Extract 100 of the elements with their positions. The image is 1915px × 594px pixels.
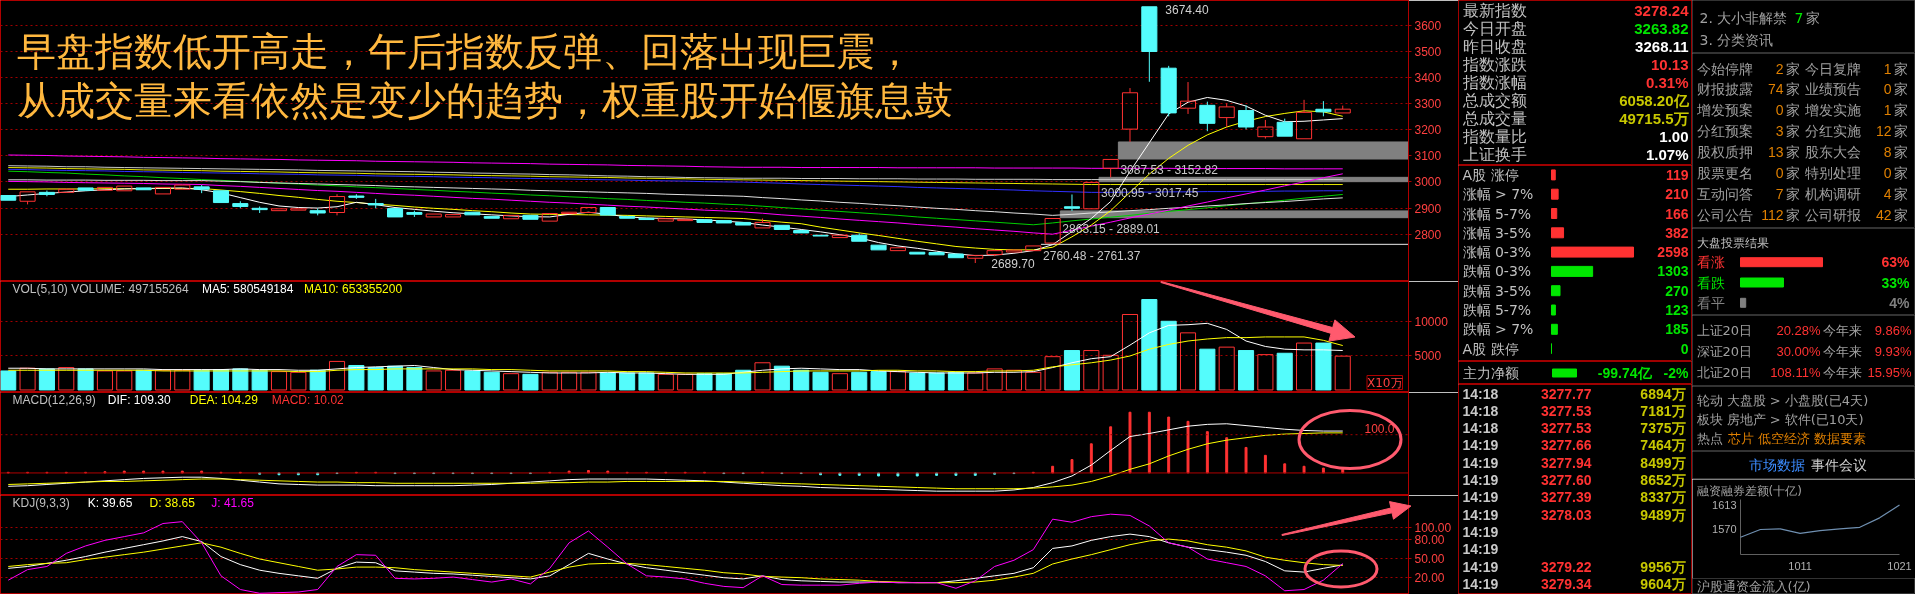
text: 家 <box>1893 81 1908 98</box>
text: 13 <box>1767 144 1784 161</box>
y-tick-label: 50.00 <box>1414 551 1445 566</box>
y-tick-label: 主力净额 <box>1462 365 1519 381</box>
text: 家 <box>1785 165 1800 181</box>
y-tick-label: 涨幅 0-3% <box>1462 244 1532 261</box>
y-tick-label: 20.00 <box>1414 570 1445 585</box>
text: 总成交量 <box>1461 109 1527 128</box>
text: 公司公告 <box>1696 206 1753 223</box>
y-tick-label: 80.00 <box>1414 533 1445 548</box>
text: 14:19 <box>1462 558 1499 575</box>
text: 机构调研 <box>1804 185 1861 202</box>
text: 14:18 <box>1462 402 1499 419</box>
y-tick-label: 3400 <box>1414 70 1442 85</box>
text: 家 <box>1893 165 1908 181</box>
text: 0 <box>1883 81 1892 98</box>
text: 股票更名 <box>1696 165 1753 181</box>
text: 8499万 <box>1640 454 1686 471</box>
text: 家 <box>1893 185 1908 202</box>
y-tick-label: 3000 <box>1414 175 1442 190</box>
text: 互动问答 <box>1696 185 1753 202</box>
y-tick-label: 3200 <box>1414 123 1442 138</box>
text: 14:19 <box>1462 437 1499 454</box>
y-tick-label: 看平 <box>1696 294 1725 311</box>
text: 3278.24 <box>1634 1 1690 19</box>
text: 20.28% <box>1776 323 1821 338</box>
text: 财报披露 <box>1696 81 1753 98</box>
data-label: 185 <box>1665 321 1689 338</box>
data-label: 33% <box>1881 274 1911 291</box>
chart-title: MACD(12,26,9) <box>12 392 96 407</box>
text: 4 <box>1883 185 1892 202</box>
text: 14:19 <box>1462 454 1499 471</box>
text: DIF: 109.30 <box>107 392 171 407</box>
text: 1 <box>1883 102 1892 119</box>
text: 3279.22 <box>1540 558 1592 575</box>
data-label: 166 <box>1665 205 1689 222</box>
text: -2% <box>1663 365 1690 381</box>
text: MA10: 653355200 <box>304 281 403 296</box>
annotation: 3277.53 <box>1540 402 1592 419</box>
text: 分红预案 <box>1696 123 1753 140</box>
data-label: 0 <box>1680 340 1689 357</box>
annotation: 2689.70 <box>991 256 1035 271</box>
y-tick-label: 涨幅 > 7% <box>1462 186 1534 203</box>
text: 74 <box>1767 81 1784 98</box>
y-tick-label: 跌幅 0-3% <box>1462 263 1532 280</box>
text: 家 <box>1785 185 1800 202</box>
text: 49715.5万 <box>1619 110 1689 127</box>
text: 板块 房地产 > 软件(已10天) <box>1695 412 1864 427</box>
data-label: 119 <box>1665 166 1689 183</box>
text: 6894万 <box>1640 385 1686 402</box>
text: 2. 大小非解禁 <box>1699 10 1788 27</box>
text: 业绩预告 <box>1804 81 1861 98</box>
y-tick-label: 涨幅 3-5% <box>1462 224 1532 241</box>
text: 家 <box>1785 144 1800 161</box>
text: 14:19 <box>1462 472 1499 488</box>
text: 9956万 <box>1640 558 1686 575</box>
annotation: 3277.77 <box>1540 385 1592 402</box>
text: 芯片 低空经济 数据要素 <box>1726 431 1866 446</box>
text: 今年来 <box>1822 343 1862 359</box>
text: 今日开盘 <box>1462 19 1527 38</box>
data-label: 4% <box>1889 294 1911 311</box>
text: 0.31% <box>1645 74 1689 91</box>
text: 8337万 <box>1640 489 1686 506</box>
annotation: 3674.40 <box>1165 2 1210 17</box>
text: 今日复牌 <box>1804 60 1861 77</box>
text: 3277.53 <box>1540 420 1592 437</box>
y-tick-label: 3100 <box>1414 149 1442 164</box>
text: 家 <box>1785 102 1800 119</box>
text: 公司研报 <box>1804 206 1861 223</box>
text: 14:18 <box>1462 420 1499 437</box>
text: 总成交额 <box>1461 91 1527 110</box>
text: 家 <box>1893 60 1908 77</box>
text: 3277.66 <box>1540 437 1592 454</box>
y-tick-label: 3500 <box>1414 44 1442 59</box>
x-tick-label: 1011 <box>1788 559 1812 572</box>
data-label: 270 <box>1665 282 1689 299</box>
text: 指数涨幅 <box>1461 73 1527 92</box>
text: 家 <box>1805 10 1820 27</box>
text: 3268.11 <box>1635 37 1689 55</box>
y-tick-label: 1570 <box>1712 522 1737 535</box>
text: 3277.60 <box>1540 472 1592 488</box>
data-label: 63% <box>1881 254 1911 271</box>
text: 家 <box>1785 81 1800 98</box>
y-tick-label: 100.00 <box>1414 520 1452 535</box>
text: 14:19 <box>1462 506 1499 523</box>
text: 14:19 <box>1462 489 1499 506</box>
text: 最新指数 <box>1462 1 1527 20</box>
text: 14:19 <box>1462 523 1499 540</box>
data-label: 382 <box>1665 224 1689 241</box>
text: 家 <box>1893 144 1908 161</box>
chart-title: 大盘投票结果 <box>1696 236 1769 251</box>
text: 家 <box>1785 206 1800 223</box>
text: 北证20日 <box>1696 364 1753 380</box>
y-tick-label: 跌幅 5-7% <box>1462 302 1532 318</box>
text: 112 <box>1761 206 1784 223</box>
text: 家 <box>1785 60 1800 77</box>
text: 15.95% <box>1867 364 1912 380</box>
text: 2 <box>1775 60 1784 77</box>
text: 增发预案 <box>1695 102 1753 119</box>
text: 3279.34 <box>1540 575 1592 592</box>
